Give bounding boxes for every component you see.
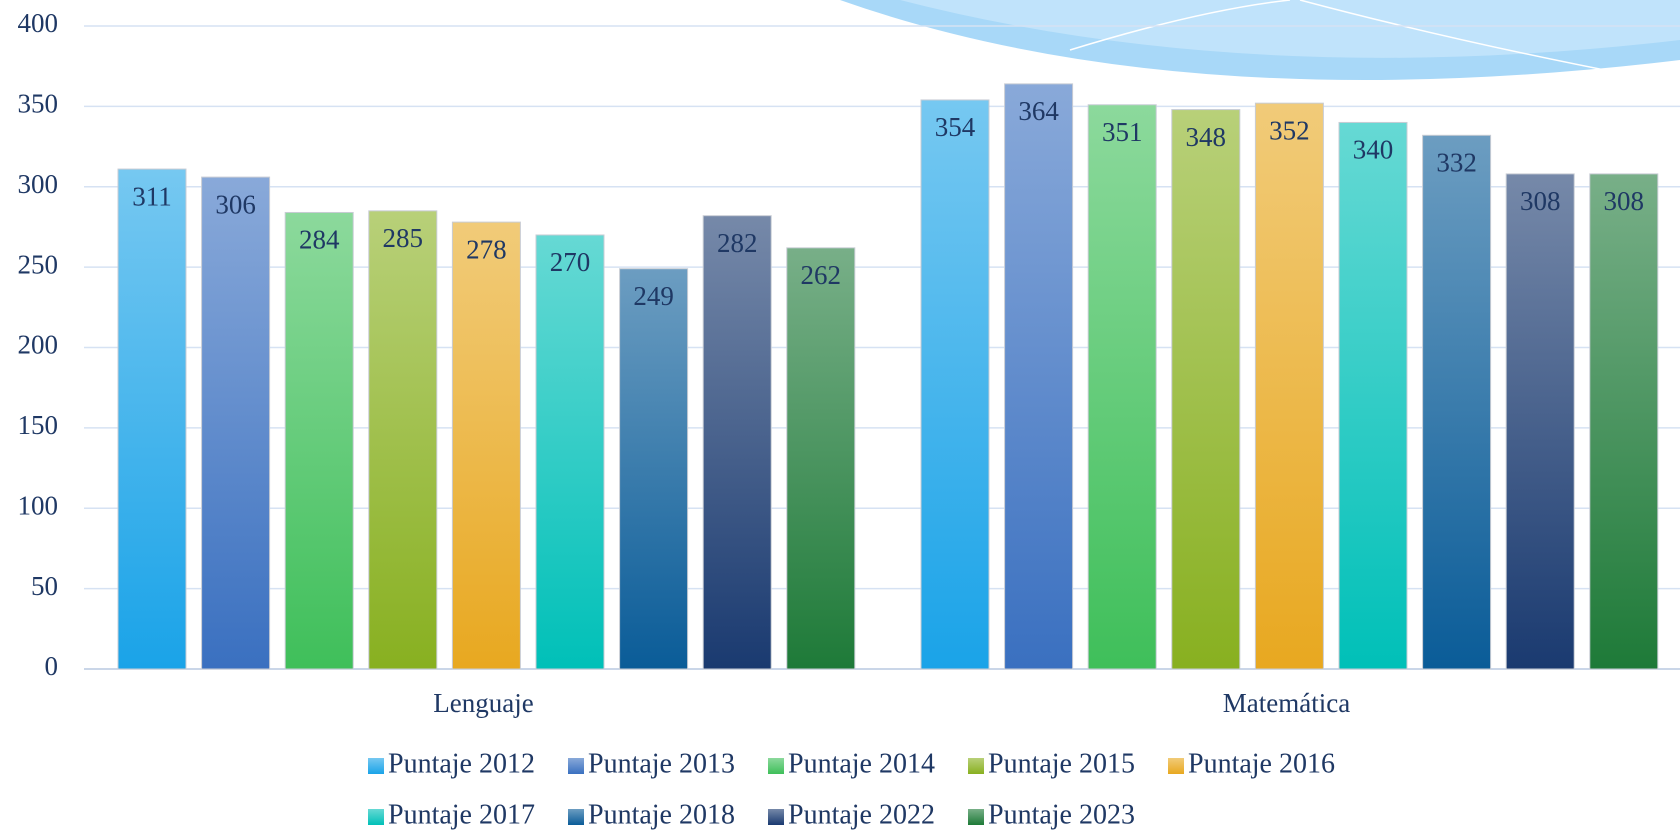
y-tick-label: 400 (18, 8, 59, 38)
legend-label: Puntaje 2015 (988, 748, 1135, 779)
legend-label: Puntaje 2018 (588, 799, 735, 830)
wave (900, 0, 1680, 58)
wave-line (1069, 0, 1291, 51)
wave-line (1299, 0, 1631, 76)
legend-label: Puntaje 2023 (988, 799, 1135, 830)
bar (702, 215, 772, 670)
legend-swatch (368, 758, 384, 774)
value-label: 249 (633, 281, 674, 311)
y-tick-label: 150 (18, 410, 59, 440)
y-tick-label: 50 (31, 571, 58, 601)
y-tick-label: 300 (18, 169, 59, 199)
legend-swatch (568, 758, 584, 774)
value-label: 285 (383, 223, 424, 253)
legend-swatch (768, 758, 784, 774)
value-label: 340 (1353, 135, 1394, 165)
bar (284, 211, 354, 670)
value-label: 354 (935, 112, 976, 142)
legend-label: Puntaje 2013 (588, 748, 735, 779)
value-label: 278 (466, 234, 507, 264)
legend-swatch (768, 809, 784, 825)
value-label: 348 (1186, 122, 1227, 152)
y-tick-label: 250 (18, 249, 59, 279)
value-label: 262 (801, 260, 842, 290)
legend-swatch (568, 809, 584, 825)
bar (1171, 109, 1241, 670)
bar (1087, 104, 1157, 670)
value-label: 284 (299, 225, 340, 255)
bar (1004, 83, 1074, 670)
legend-label: Puntaje 2014 (788, 748, 935, 779)
legend-label: Puntaje 2017 (388, 799, 535, 830)
bar (201, 176, 271, 670)
legend-swatch (968, 809, 984, 825)
legend-label: Puntaje 2016 (1188, 748, 1335, 779)
y-tick-label: 0 (45, 651, 59, 681)
legend-swatch (968, 758, 984, 774)
value-label: 364 (1018, 96, 1059, 126)
value-label: 308 (1520, 186, 1561, 216)
bar (786, 247, 856, 670)
value-label: 306 (215, 189, 256, 219)
legend-swatch (1168, 758, 1184, 774)
y-tick-label: 200 (18, 330, 59, 360)
legend-swatch (368, 809, 384, 825)
bar (451, 221, 521, 670)
value-label: 332 (1436, 148, 1477, 178)
value-label: 351 (1102, 117, 1143, 147)
plot: 0 50 100 150 200 250 300 350 400 Lenguaje 311 306 28… (18, 8, 1680, 830)
y-tick-label: 100 (18, 490, 59, 520)
value-label: 270 (550, 247, 591, 277)
bar (1589, 173, 1659, 670)
value-label: 308 (1604, 186, 1645, 216)
x-tick-label: Lenguaje (433, 688, 533, 718)
bar (535, 234, 605, 670)
x-tick-label: Matemática (1223, 688, 1350, 718)
bar (1338, 121, 1408, 670)
value-label: 311 (132, 181, 172, 211)
value-label: 282 (717, 228, 758, 258)
bar (1254, 102, 1324, 670)
decoration (840, 0, 1680, 80)
bar (117, 168, 187, 670)
bar (1422, 134, 1492, 670)
legend-label: Puntaje 2012 (388, 748, 535, 779)
y-tick-label: 350 (18, 89, 59, 119)
legend-label: Puntaje 2022 (788, 799, 935, 830)
value-label: 352 (1269, 115, 1310, 145)
bar (619, 268, 689, 670)
bar (368, 210, 438, 670)
bar (1505, 173, 1575, 670)
bar (920, 99, 990, 670)
